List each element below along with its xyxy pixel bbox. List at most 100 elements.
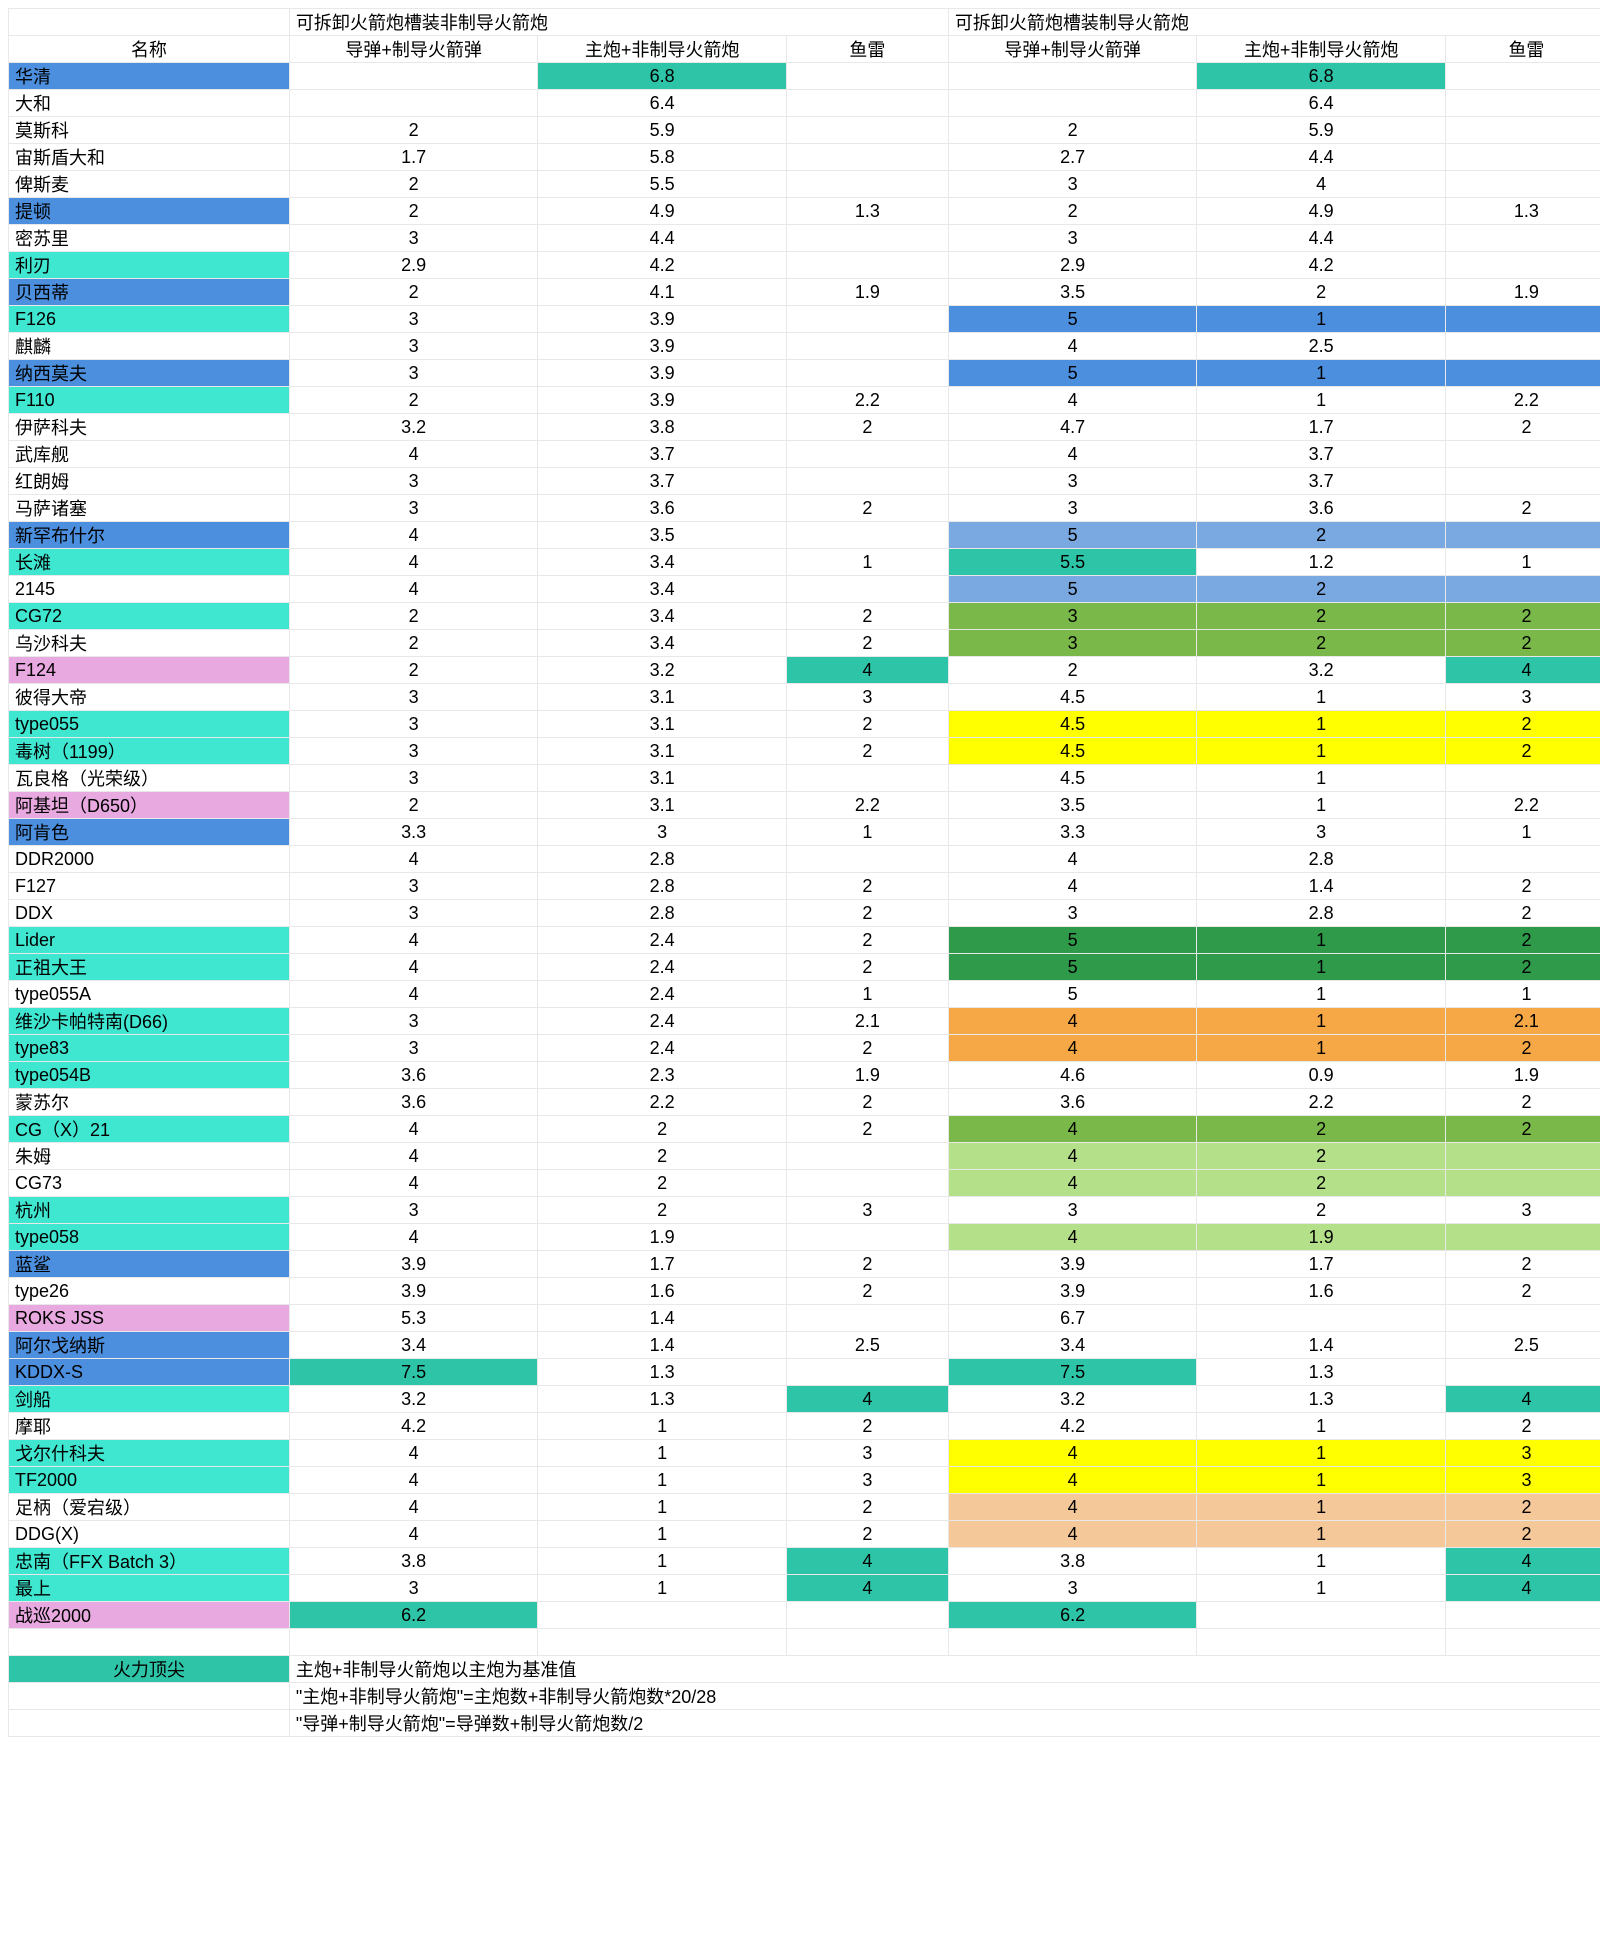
row-name: type26 xyxy=(9,1278,290,1305)
table-row: 蒙苏尔3.62.223.62.22 xyxy=(9,1089,1600,1116)
cell-c4: 4 xyxy=(948,333,1196,360)
cell-c3: 4 xyxy=(786,657,948,684)
row-name: 贝西蒂 xyxy=(9,279,290,306)
cell-c6 xyxy=(1445,171,1600,198)
cell-c6: 3 xyxy=(1445,684,1600,711)
cell-c4: 4.5 xyxy=(948,684,1196,711)
cell-c6 xyxy=(1445,441,1600,468)
cell-c6: 3 xyxy=(1445,1440,1600,1467)
cell-c2: 5.5 xyxy=(538,171,786,198)
cell-c1: 4 xyxy=(289,954,537,981)
cell-c3 xyxy=(786,1359,948,1386)
cell-c1: 3.3 xyxy=(289,819,537,846)
cell-c4: 4 xyxy=(948,1035,1196,1062)
table-row: type055A42.41511 xyxy=(9,981,1600,1008)
cell-c6: 1.3 xyxy=(1445,198,1600,225)
cell-c4: 3 xyxy=(948,495,1196,522)
cell-c3 xyxy=(786,117,948,144)
cell-c4: 3.5 xyxy=(948,279,1196,306)
table-row: type05533.124.512 xyxy=(9,711,1600,738)
cell-c1: 3 xyxy=(289,711,537,738)
row-name: 2145 xyxy=(9,576,290,603)
table-row: 忠南（FFX Batch 3）3.8143.814 xyxy=(9,1548,1600,1575)
cell-c1: 3 xyxy=(289,1035,537,1062)
table-row: F12633.951 xyxy=(9,306,1600,333)
cell-c1: 4 xyxy=(289,1143,537,1170)
cell-c2: 1 xyxy=(538,1467,786,1494)
cell-c1: 1.7 xyxy=(289,144,537,171)
cell-c6 xyxy=(1445,1305,1600,1332)
table-row: 战巡20006.26.2 xyxy=(9,1602,1600,1629)
cell-c1: 4 xyxy=(289,1467,537,1494)
table-row: 麒麟33.942.5 xyxy=(9,333,1600,360)
cell-c4: 4.2 xyxy=(948,1413,1196,1440)
cell-c5: 1 xyxy=(1197,738,1445,765)
cell-c4 xyxy=(948,90,1196,117)
cell-c6: 3 xyxy=(1445,1467,1600,1494)
cell-c4: 3 xyxy=(948,900,1196,927)
table-row: CG（X）21422422 xyxy=(9,1116,1600,1143)
cell-c1: 4 xyxy=(289,1521,537,1548)
cell-c6: 2 xyxy=(1445,873,1600,900)
cell-c2: 1 xyxy=(538,1521,786,1548)
table-row: 长滩43.415.51.21 xyxy=(9,549,1600,576)
cell-c2: 6.8 xyxy=(538,63,786,90)
cell-c5: 1.4 xyxy=(1197,1332,1445,1359)
cell-c6 xyxy=(1445,117,1600,144)
cell-c5: 1.7 xyxy=(1197,1251,1445,1278)
cell-c5: 2 xyxy=(1197,630,1445,657)
cell-c6: 2 xyxy=(1445,603,1600,630)
cell-c1: 3 xyxy=(289,1008,537,1035)
cell-c3: 2.5 xyxy=(786,1332,948,1359)
cell-c3: 2 xyxy=(786,1035,948,1062)
cell-c6: 1 xyxy=(1445,549,1600,576)
cell-c3: 2 xyxy=(786,954,948,981)
row-name: F110 xyxy=(9,387,290,414)
cell-c1: 3.8 xyxy=(289,1548,537,1575)
cell-c5: 1 xyxy=(1197,306,1445,333)
cell-c5: 1 xyxy=(1197,1440,1445,1467)
cell-c5: 2.8 xyxy=(1197,846,1445,873)
row-name: 麒麟 xyxy=(9,333,290,360)
cell-c6: 2 xyxy=(1445,738,1600,765)
cell-c6: 2 xyxy=(1445,1413,1600,1440)
cell-c4: 5 xyxy=(948,522,1196,549)
cell-c5: 1 xyxy=(1197,360,1445,387)
cell-c6 xyxy=(1445,225,1600,252)
header-col-2: 主炮+非制导火箭炮 xyxy=(538,36,786,63)
cell-c4: 4 xyxy=(948,1008,1196,1035)
cell-c1: 3.2 xyxy=(289,1386,537,1413)
cell-c3: 1.9 xyxy=(786,279,948,306)
cell-c1: 2 xyxy=(289,387,537,414)
row-name: 朱姆 xyxy=(9,1143,290,1170)
table-row: DDX32.8232.82 xyxy=(9,900,1600,927)
table-row: 彼得大帝33.134.513 xyxy=(9,684,1600,711)
header-col-4: 导弹+制导火箭弹 xyxy=(948,36,1196,63)
cell-c6 xyxy=(1445,576,1600,603)
cell-c3: 1 xyxy=(786,819,948,846)
cell-c6: 2.5 xyxy=(1445,1332,1600,1359)
row-name: 密苏里 xyxy=(9,225,290,252)
header-col-3: 鱼雷 xyxy=(786,36,948,63)
row-name: 足柄（爱宕级） xyxy=(9,1494,290,1521)
cell-c1: 4 xyxy=(289,576,537,603)
table-row: 红朗姆33.733.7 xyxy=(9,468,1600,495)
cell-c6: 2 xyxy=(1445,900,1600,927)
cell-c3 xyxy=(786,333,948,360)
cell-c4: 4.6 xyxy=(948,1062,1196,1089)
cell-c4: 4.5 xyxy=(948,738,1196,765)
cell-c5: 1 xyxy=(1197,927,1445,954)
cell-c2: 3.9 xyxy=(538,333,786,360)
cell-c4: 4 xyxy=(948,873,1196,900)
cell-c1: 2 xyxy=(289,603,537,630)
cell-c2: 6.4 xyxy=(538,90,786,117)
cell-c2: 3 xyxy=(538,819,786,846)
row-name: 杭州 xyxy=(9,1197,290,1224)
cell-c2: 3.1 xyxy=(538,765,786,792)
cell-c3 xyxy=(786,252,948,279)
cell-c4: 3.4 xyxy=(948,1332,1196,1359)
table-row: 马萨诸塞33.6233.62 xyxy=(9,495,1600,522)
cell-c4: 3 xyxy=(948,225,1196,252)
cell-c2: 5.8 xyxy=(538,144,786,171)
row-name: F126 xyxy=(9,306,290,333)
